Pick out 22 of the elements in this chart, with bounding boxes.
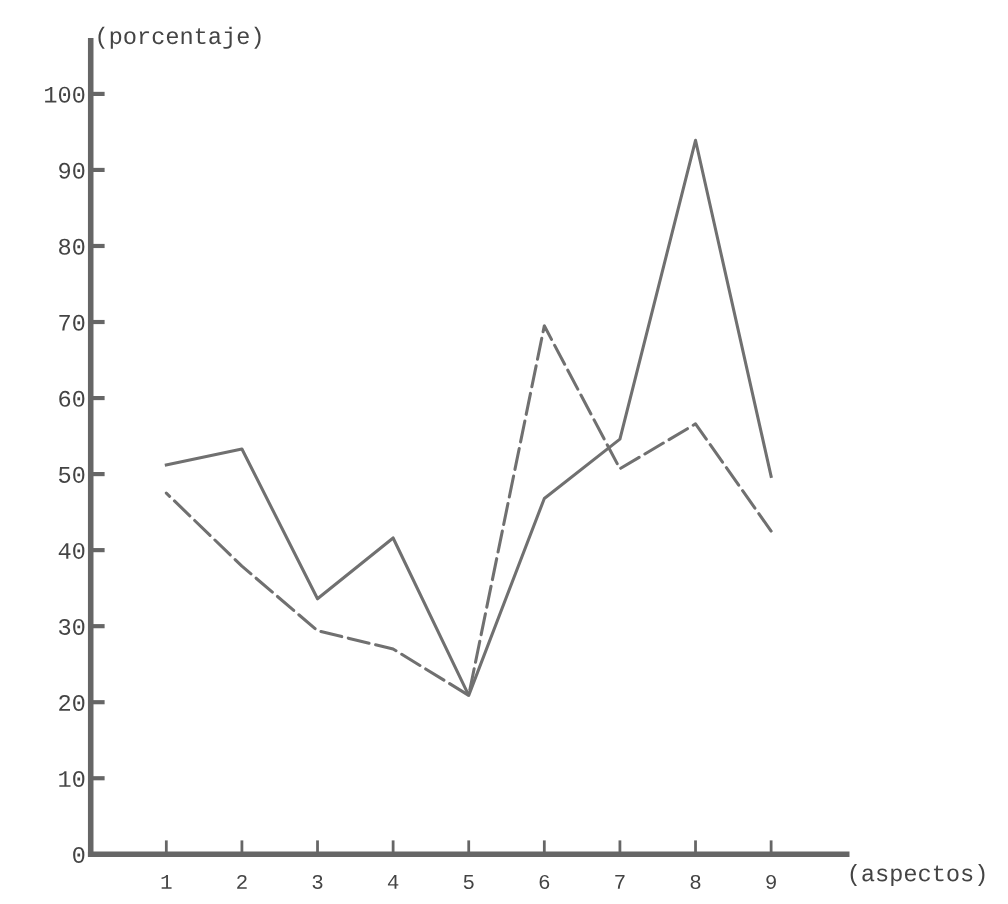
x-tick-label: 3 [312,874,323,890]
y-tick-label: 80 [59,238,85,255]
x-tick-label: 1 [161,875,172,889]
x-tick-label: 8 [690,874,701,890]
x-tick-label: 5 [463,875,474,890]
y-tick-label: 70 [59,314,85,331]
x-tick-label: 9 [766,874,776,890]
y-tick-label: 100 [45,86,85,103]
y-tick-label: 40 [58,542,85,559]
y-tick-label: 20 [59,694,85,711]
y-tick-label: 60 [59,390,85,407]
x-axis-title: (aspectos) [850,864,985,887]
x-tick-label: 7 [615,875,625,889]
y-tick-label: 10 [59,771,85,788]
x-tick-label: 4 [387,875,399,889]
y-tick-label: 90 [59,162,85,179]
y-axis-title: (porcentaje) [98,26,261,49]
y-tick-label: 30 [58,618,85,635]
x-tick-label: 6 [539,874,550,890]
y-tick-label: 0 [73,847,85,864]
y-tick-label: 50 [58,466,85,483]
x-tick-label: 2 [237,874,247,889]
